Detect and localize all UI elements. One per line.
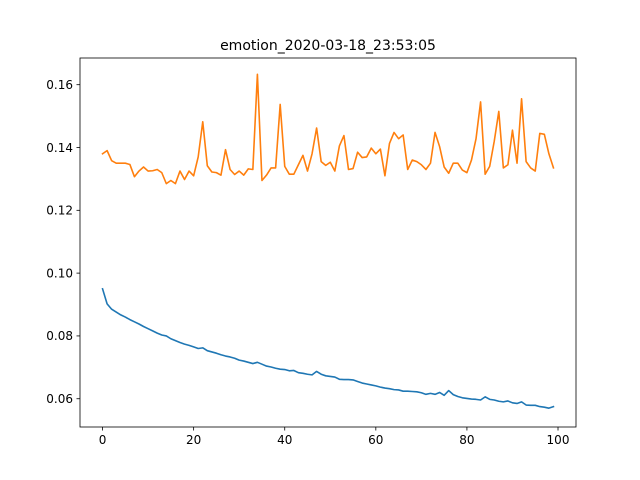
y-tick-label: 0.14	[46, 141, 73, 155]
plot-frame	[79, 57, 577, 428]
y-tick-label: 0.16	[46, 78, 73, 92]
y-tick-label: 0.08	[46, 329, 73, 343]
y-axis: 0.06 0.08 0.10 0.12 0.14 0.16	[46, 78, 80, 406]
x-tick-label: 80	[459, 433, 474, 447]
y-tick-label: 0.10	[46, 266, 73, 280]
y-tick-label: 0.06	[46, 392, 73, 406]
x-tick-label: 100	[547, 433, 570, 447]
series-line-2	[101, 73, 555, 185]
x-tick-label: 0	[99, 433, 107, 447]
y-tick-label: 0.12	[46, 204, 73, 218]
series-line-1	[101, 287, 555, 409]
x-tick-label: 40	[277, 433, 292, 447]
chart-title: emotion_2020-03-18_23:53:05	[220, 38, 436, 54]
x-tick-label: 60	[368, 433, 383, 447]
x-tick-label: 20	[186, 433, 201, 447]
x-axis: 0 20 40 60 80 100	[99, 427, 570, 447]
plot-series	[101, 73, 555, 409]
